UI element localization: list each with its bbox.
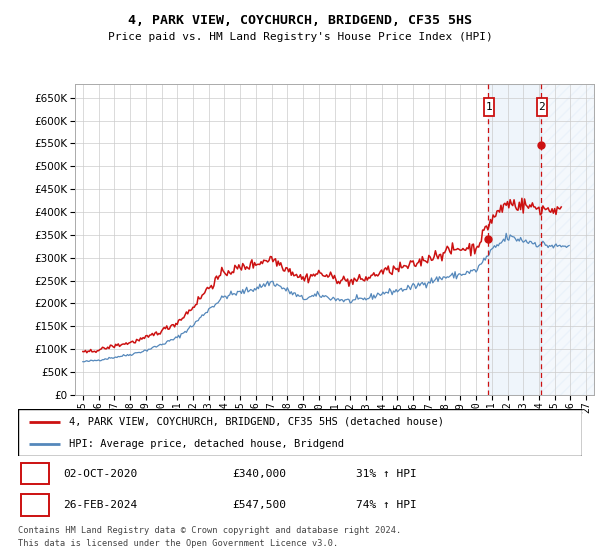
Text: 26-FEB-2024: 26-FEB-2024 — [63, 500, 137, 510]
Bar — [21, 463, 49, 484]
Text: Contains HM Land Registry data © Crown copyright and database right 2024.: Contains HM Land Registry data © Crown c… — [18, 526, 401, 535]
Bar — [21, 494, 49, 516]
Bar — [541, 84, 594, 395]
FancyBboxPatch shape — [537, 98, 547, 115]
Text: £340,000: £340,000 — [232, 469, 286, 479]
Text: £547,500: £547,500 — [232, 500, 286, 510]
Text: 2: 2 — [32, 500, 38, 510]
Text: 4, PARK VIEW, COYCHURCH, BRIDGEND, CF35 5HS (detached house): 4, PARK VIEW, COYCHURCH, BRIDGEND, CF35 … — [69, 417, 444, 427]
Text: Price paid vs. HM Land Registry's House Price Index (HPI): Price paid vs. HM Land Registry's House … — [107, 32, 493, 43]
Text: 74% ↑ HPI: 74% ↑ HPI — [356, 500, 417, 510]
FancyBboxPatch shape — [484, 98, 494, 115]
Text: 2: 2 — [538, 102, 545, 112]
Text: This data is licensed under the Open Government Licence v3.0.: This data is licensed under the Open Gov… — [18, 539, 338, 548]
Text: 1: 1 — [32, 469, 38, 479]
Bar — [488, 84, 541, 395]
Text: HPI: Average price, detached house, Bridgend: HPI: Average price, detached house, Brid… — [69, 438, 344, 449]
Text: 02-OCT-2020: 02-OCT-2020 — [63, 469, 137, 479]
Text: 1: 1 — [485, 102, 492, 112]
Text: 4, PARK VIEW, COYCHURCH, BRIDGEND, CF35 5HS: 4, PARK VIEW, COYCHURCH, BRIDGEND, CF35 … — [128, 14, 472, 27]
Text: 31% ↑ HPI: 31% ↑ HPI — [356, 469, 417, 479]
